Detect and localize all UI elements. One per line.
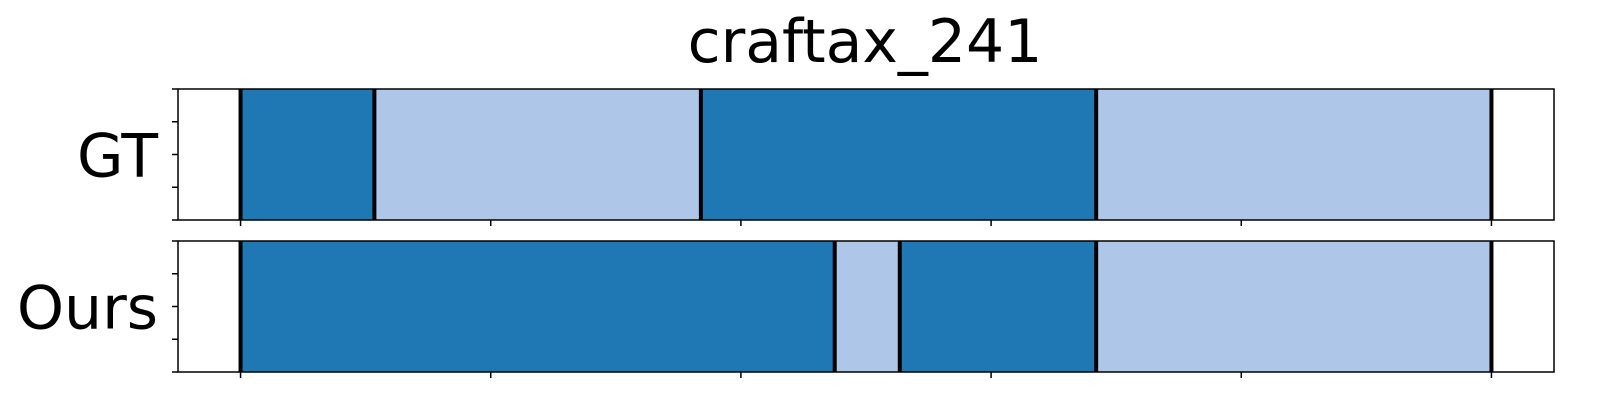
chart-rows: GT Ours [17, 88, 1555, 378]
segment-ours-3 [1096, 241, 1492, 372]
segment-gt-0 [240, 89, 375, 220]
segment-ours-0 [240, 241, 835, 372]
segment-gt-1 [374, 89, 701, 220]
row-label-ours: Ours [17, 274, 158, 344]
segment-ours-1 [834, 241, 900, 372]
row-label-gt: GT [77, 122, 158, 192]
segment-gt-2 [700, 89, 1097, 220]
chart-title: craftax_241 [688, 7, 1043, 77]
segment-gt-3 [1096, 89, 1492, 220]
segment-ours-2 [899, 241, 1097, 372]
